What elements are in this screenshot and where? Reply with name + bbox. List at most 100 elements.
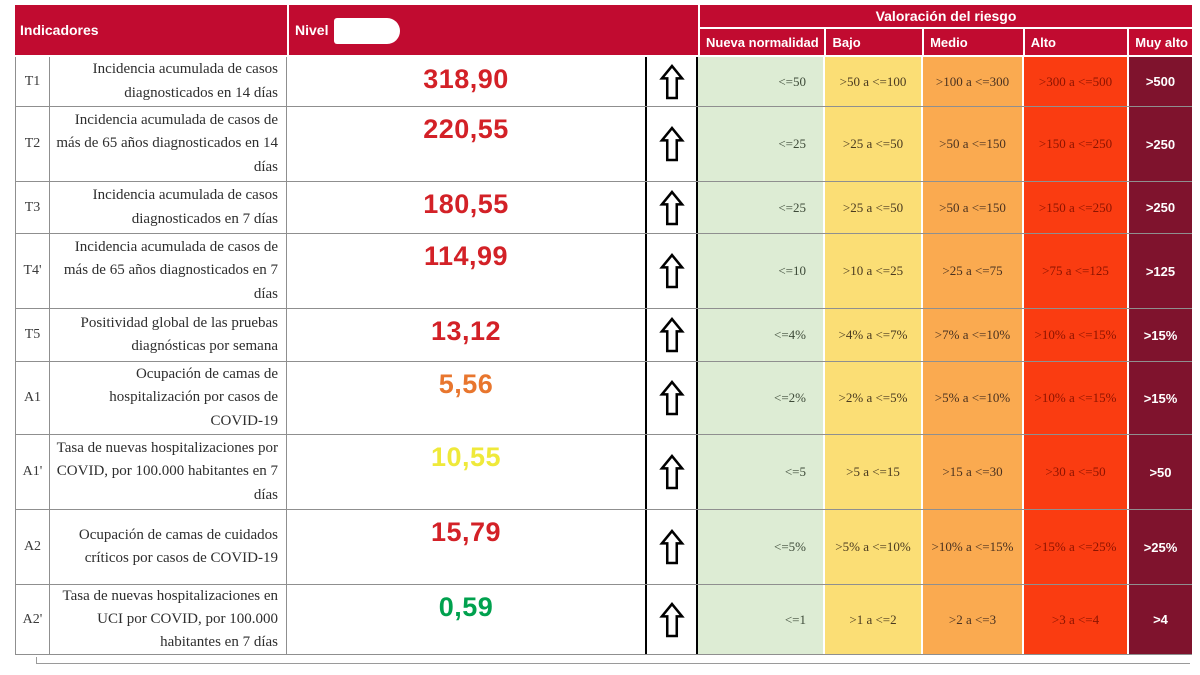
risk-cell-bajo: >5% a <=10% <box>823 510 921 584</box>
trend-cell <box>647 234 698 308</box>
risk-cell-muy-alto: >4 <box>1127 585 1192 654</box>
indicator-id: A1' <box>15 435 50 509</box>
indicator-id: A1 <box>15 362 50 434</box>
nivel-cell: 0,59 <box>287 585 647 654</box>
nivel-cell: 114,99 <box>287 234 647 308</box>
risk-cell-bajo: >4% a <=7% <box>823 309 921 361</box>
risk-cell-muy-alto: >15% <box>1127 362 1192 434</box>
indicator-id: T1 <box>15 57 50 106</box>
nivel-cell: 5,56 <box>287 362 647 434</box>
table-row: A2' Tasa de nuevas hospitalizaciones en … <box>15 585 1192 655</box>
risk-cell-bajo: >25 a <=50 <box>823 107 921 181</box>
header-nivel: Nivel <box>287 5 698 55</box>
table-body: T1 Incidencia acumulada de casos diagnos… <box>15 57 1192 655</box>
up-arrow-icon <box>658 253 685 289</box>
trend-cell <box>647 585 698 654</box>
nivel-cell: 10,55 <box>287 435 647 509</box>
risk-cell-muy-alto: >25% <box>1127 510 1192 584</box>
risk-cell-nueva-normalidad: <=25 <box>698 182 823 233</box>
nivel-value: 15,79 <box>430 517 502 547</box>
header-alto: Alto <box>1022 29 1128 55</box>
indicator-description: Incidencia acumulada de casos de más de … <box>50 107 287 181</box>
up-arrow-icon <box>658 126 685 162</box>
risk-cell-medio: >2 a <=3 <box>921 585 1022 654</box>
indicator-id: A2' <box>15 585 50 654</box>
trend-cell <box>647 57 698 106</box>
up-arrow-icon <box>658 380 685 416</box>
table-row: T5 Positividad global de las pruebas dia… <box>15 309 1192 362</box>
nivel-label: Nivel <box>295 22 329 38</box>
risk-table: Indicadores Nivel Valoración del riesgo … <box>15 5 1193 655</box>
table-row: A1 Ocupación de camas de hospitalización… <box>15 362 1192 435</box>
risk-cell-nueva-normalidad: <=5 <box>698 435 823 509</box>
risk-cell-nueva-normalidad: <=5% <box>698 510 823 584</box>
trend-cell <box>647 435 698 509</box>
nivel-value: 10,55 <box>430 442 502 472</box>
risk-cell-medio: >25 a <=75 <box>921 234 1022 308</box>
risk-cell-alto: >15% a <=25% <box>1022 510 1127 584</box>
table-row: A1' Tasa de nuevas hospitalizaciones por… <box>15 435 1192 510</box>
risk-cell-muy-alto: >250 <box>1127 107 1192 181</box>
indicator-id: T2 <box>15 107 50 181</box>
trend-cell <box>647 309 698 361</box>
trend-cell <box>647 107 698 181</box>
table-row: T2 Incidencia acumulada de casos de más … <box>15 107 1192 182</box>
up-arrow-icon <box>658 63 685 99</box>
indicator-description: Positividad global de las pruebas diagnó… <box>50 309 287 361</box>
up-arrow-icon <box>658 317 685 353</box>
risk-cell-medio: >50 a <=150 <box>921 107 1022 181</box>
up-arrow-icon <box>658 454 685 490</box>
valoracion-title: Valoración del riesgo <box>700 5 1192 29</box>
risk-cell-bajo: >2% a <=5% <box>823 362 921 434</box>
risk-cell-nueva-normalidad: <=25 <box>698 107 823 181</box>
indicator-id: T4' <box>15 234 50 308</box>
risk-cell-medio: >10% a <=15% <box>921 510 1022 584</box>
table-row: T4' Incidencia acumulada de casos de más… <box>15 234 1192 309</box>
nivel-cell: 15,79 <box>287 510 647 584</box>
risk-cell-medio: >15 a <=30 <box>921 435 1022 509</box>
table-row: T1 Incidencia acumulada de casos diagnos… <box>15 57 1192 107</box>
spreadsheet-gridline-horizontal <box>36 663 1190 664</box>
redaction-box <box>334 18 400 44</box>
indicator-description: Tasa de nuevas hospitalizaciones por COV… <box>50 435 287 509</box>
spreadsheet-gridline-vertical <box>36 657 37 663</box>
table-row: A2 Ocupación de camas de cuidados crític… <box>15 510 1192 585</box>
risk-cell-bajo: >50 a <=100 <box>823 57 921 106</box>
nivel-value: 318,90 <box>423 64 509 94</box>
header-muy-alto: Muy alto <box>1127 29 1193 55</box>
risk-cell-bajo: >5 a <=15 <box>823 435 921 509</box>
nivel-value: 220,55 <box>423 114 509 144</box>
table-row: T3 Incidencia acumulada de casos diagnos… <box>15 182 1192 234</box>
risk-cell-medio: >50 a <=150 <box>921 182 1022 233</box>
risk-cell-alto: >30 a <=50 <box>1022 435 1127 509</box>
risk-cell-muy-alto: >500 <box>1127 57 1192 106</box>
risk-cell-bajo: >10 a <=25 <box>823 234 921 308</box>
risk-cell-alto: >150 a <=250 <box>1022 107 1127 181</box>
risk-cell-alto: >10% a <=15% <box>1022 362 1127 434</box>
header-valoracion-group: Valoración del riesgo Nueva normalidad B… <box>698 5 1193 55</box>
nivel-value: 180,55 <box>423 189 509 219</box>
trend-cell <box>647 510 698 584</box>
nivel-value: 0,59 <box>438 592 494 622</box>
table-header: Indicadores Nivel Valoración del riesgo … <box>15 5 1193 57</box>
risk-cell-alto: >75 a <=125 <box>1022 234 1127 308</box>
header-bajo: Bajo <box>824 29 923 55</box>
risk-cell-medio: >100 a <=300 <box>921 57 1022 106</box>
nivel-cell: 180,55 <box>287 182 647 233</box>
header-indicadores: Indicadores <box>15 5 287 55</box>
nivel-value: 5,56 <box>438 369 494 399</box>
risk-cell-muy-alto: >250 <box>1127 182 1192 233</box>
risk-cell-medio: >7% a <=10% <box>921 309 1022 361</box>
indicator-description: Tasa de nuevas hospitalizaciones en UCI … <box>50 585 287 654</box>
nivel-value: 13,12 <box>430 316 502 346</box>
indicator-description: Incidencia acumulada de casos diagnostic… <box>50 57 287 106</box>
indicator-description: Incidencia acumulada de casos diagnostic… <box>50 182 287 233</box>
up-arrow-icon <box>658 189 685 225</box>
risk-cell-bajo: >25 a <=50 <box>823 182 921 233</box>
nivel-cell: 318,90 <box>287 57 647 106</box>
trend-cell <box>647 362 698 434</box>
indicator-id: T5 <box>15 309 50 361</box>
nivel-cell: 13,12 <box>287 309 647 361</box>
nivel-cell: 220,55 <box>287 107 647 181</box>
risk-cell-muy-alto: >15% <box>1127 309 1192 361</box>
